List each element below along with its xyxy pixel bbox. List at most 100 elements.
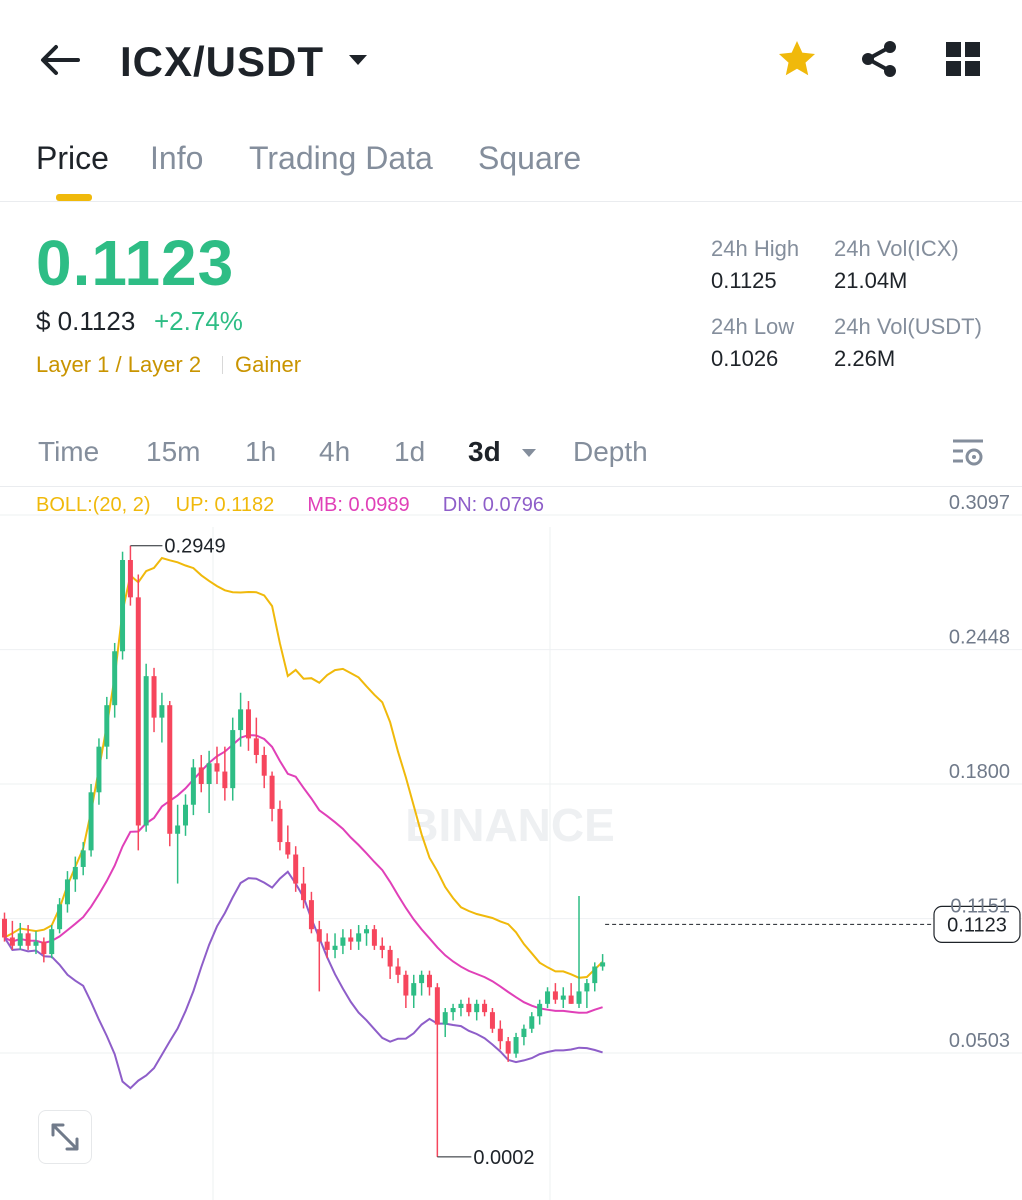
candle-body bbox=[238, 709, 244, 731]
candle-body bbox=[120, 560, 126, 652]
candle-body bbox=[159, 705, 165, 718]
candle-body bbox=[340, 937, 346, 946]
candle-body bbox=[198, 767, 204, 784]
candle-body bbox=[253, 738, 259, 755]
caret-down-icon[interactable] bbox=[346, 50, 370, 70]
app-header: ICX/USDT bbox=[0, 0, 1022, 120]
high-value: 0.1125 bbox=[711, 268, 777, 293]
candle-body bbox=[592, 966, 598, 984]
candle-body bbox=[379, 945, 385, 950]
boll-dn: DN: 0.0796 bbox=[442, 494, 544, 516]
candle-body bbox=[57, 904, 63, 930]
candle-body bbox=[584, 983, 590, 992]
candle-body bbox=[434, 987, 440, 1025]
candle-body bbox=[33, 941, 39, 946]
high-label: 24h High bbox=[711, 236, 800, 261]
interval-1h[interactable]: 1h bbox=[245, 436, 277, 467]
interval-depth[interactable]: Depth bbox=[573, 436, 648, 467]
vol-base-label: 24h Vol(ICX) bbox=[834, 236, 959, 261]
low-label: 24h Low bbox=[711, 314, 795, 339]
interval-3d[interactable]: 3d bbox=[468, 436, 501, 467]
candle-body bbox=[513, 1037, 519, 1054]
candle-body bbox=[269, 775, 275, 809]
candlestick-chart[interactable]: BINANCE 0.2949 0.0002 0.1123 0.3097 0.2448 0… bbox=[0, 487, 1022, 1200]
candle-body bbox=[41, 941, 47, 955]
vol-base-value: 21.04M bbox=[834, 268, 908, 293]
tab-trading-data[interactable]: Trading Data bbox=[249, 140, 433, 176]
caret-down-icon[interactable] bbox=[520, 446, 538, 460]
candle-body bbox=[332, 945, 338, 950]
low-marker-label: 0.0002 bbox=[473, 1147, 534, 1169]
category-tag[interactable]: Layer 1 / Layer 2 bbox=[36, 352, 202, 377]
pair-title[interactable]: ICX/USDT bbox=[120, 38, 325, 85]
interval-15m[interactable]: 15m bbox=[146, 436, 201, 467]
tab-info[interactable]: Info bbox=[150, 140, 204, 176]
tag-divider bbox=[222, 356, 223, 374]
candle-body bbox=[261, 754, 267, 776]
candle-body bbox=[293, 854, 299, 884]
expand-chart-button[interactable] bbox=[38, 1110, 92, 1164]
candle-body bbox=[104, 705, 110, 747]
candle-body bbox=[450, 1007, 456, 1013]
candle-body bbox=[72, 866, 78, 880]
candle-body bbox=[458, 1003, 464, 1008]
gainer-tag[interactable]: Gainer bbox=[235, 352, 302, 377]
divider bbox=[0, 486, 1022, 487]
candle-body bbox=[308, 900, 314, 930]
candle-body bbox=[521, 1028, 527, 1038]
y-tick-label: 0.1800 bbox=[949, 761, 1010, 783]
candle-body bbox=[364, 929, 370, 934]
grid-icon[interactable] bbox=[944, 40, 982, 78]
candle-body bbox=[474, 1003, 480, 1013]
candle-body bbox=[403, 974, 409, 996]
chart-settings-icon[interactable] bbox=[950, 436, 986, 470]
candle-body bbox=[2, 918, 7, 938]
candle-body bbox=[371, 929, 377, 946]
candle-body bbox=[545, 991, 551, 1004]
candle-body bbox=[49, 929, 55, 955]
candle-body bbox=[489, 1012, 495, 1029]
candle-body bbox=[316, 929, 322, 942]
star-icon[interactable] bbox=[776, 38, 818, 80]
candle-body bbox=[395, 966, 401, 975]
vol-quote-value: 2.26M bbox=[834, 346, 896, 371]
boll-up: UP: 0.1182 bbox=[175, 494, 275, 516]
tab-price[interactable]: Price bbox=[36, 140, 109, 176]
interval-time[interactable]: Time bbox=[38, 436, 100, 467]
y-tick-label: 0.0503 bbox=[949, 1030, 1010, 1052]
interval-1d[interactable]: 1d bbox=[394, 436, 426, 467]
candle-body bbox=[442, 1012, 448, 1025]
active-tab-indicator bbox=[56, 194, 92, 201]
candle-body bbox=[151, 676, 157, 718]
candle-body bbox=[600, 962, 606, 967]
boll-label: BOLL:(20, 2) bbox=[36, 494, 151, 516]
candle-body bbox=[356, 933, 362, 942]
boll-legend[interactable]: BOLL:(20, 2) UP: 0.1182 MB: 0.0989 DN: 0… bbox=[36, 494, 544, 517]
candle-body bbox=[183, 804, 189, 826]
usd-price: $ 0.1123 bbox=[36, 306, 136, 336]
interval-4h[interactable]: 4h bbox=[319, 436, 351, 467]
candle-body bbox=[135, 597, 141, 826]
share-icon[interactable] bbox=[858, 38, 900, 80]
candle-body bbox=[88, 792, 94, 851]
candle-body bbox=[411, 983, 417, 996]
candle-body bbox=[387, 949, 393, 967]
candle-body bbox=[552, 991, 558, 1000]
candle-body bbox=[301, 883, 307, 901]
candle-body bbox=[576, 991, 582, 1004]
candle-body bbox=[230, 730, 236, 789]
candle-body bbox=[426, 974, 432, 988]
back-arrow-icon[interactable] bbox=[38, 38, 82, 82]
candle-body bbox=[245, 709, 251, 739]
candle-body bbox=[9, 937, 15, 946]
candle-body bbox=[17, 933, 23, 946]
tab-square[interactable]: Square bbox=[478, 140, 582, 176]
candle-body bbox=[537, 1003, 543, 1017]
candle-body bbox=[482, 1003, 488, 1013]
y-tick-label: 0.3097 bbox=[949, 492, 1010, 514]
candle-body bbox=[80, 850, 86, 867]
candle-body bbox=[25, 933, 31, 946]
watermark-text: BINANCE bbox=[405, 799, 615, 851]
candle-body bbox=[167, 705, 173, 834]
y-tick-label: 0.1151 bbox=[950, 896, 1010, 918]
